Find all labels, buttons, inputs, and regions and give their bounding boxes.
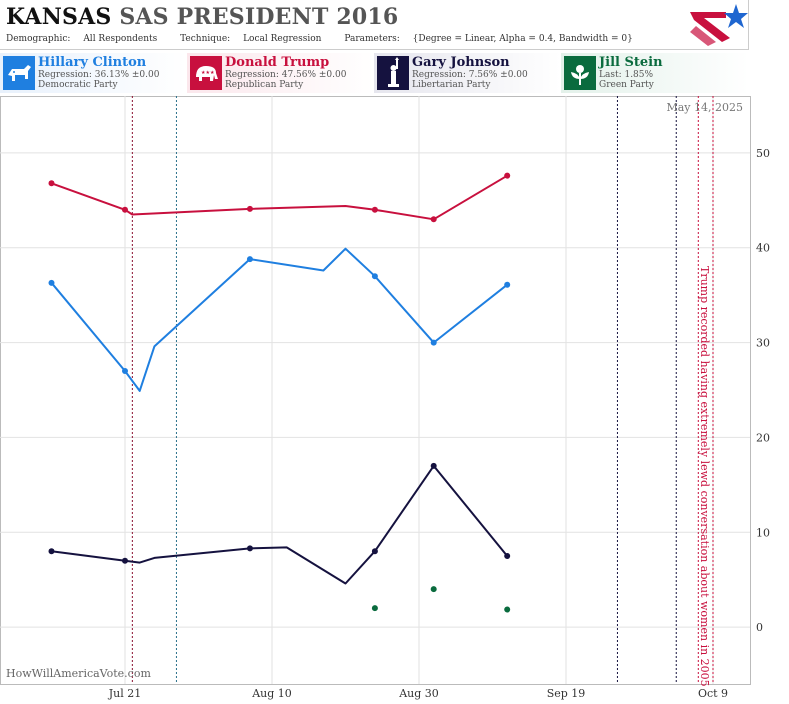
data-point bbox=[504, 552, 511, 559]
demographic: Demographic: All Respondents bbox=[6, 34, 167, 44]
candidate-stat: Regression: 47.56% ±0.00 bbox=[225, 70, 347, 80]
y-tick-label: 0 bbox=[756, 621, 763, 634]
elephant-icon: ★★★ bbox=[190, 56, 222, 90]
data-point bbox=[371, 548, 378, 555]
series-line bbox=[50, 247, 508, 392]
y-tick-label: 20 bbox=[756, 431, 770, 444]
x-tick-label: Sep 19 bbox=[547, 687, 586, 700]
data-point bbox=[504, 606, 511, 613]
technique: Technique: Local Regression bbox=[180, 34, 331, 44]
candidate-name: Hillary Clinton bbox=[38, 55, 147, 70]
candidate-name: Donald Trump bbox=[225, 55, 330, 70]
data-point bbox=[504, 281, 511, 288]
parameters-value: {Degree = Linear, Alpha = 0.4, Bandwidth… bbox=[412, 34, 633, 44]
candidate-name: Gary Johnson bbox=[412, 55, 510, 70]
x-tick-label: Aug 30 bbox=[398, 687, 439, 700]
technique-value: Local Regression bbox=[243, 34, 322, 44]
donkey-icon bbox=[3, 56, 35, 90]
candidate-party: Libertarian Party bbox=[412, 80, 491, 90]
parameters-line: Demographic: All Respondents Technique: … bbox=[6, 34, 653, 44]
candidate-card-johnson[interactable]: Gary Johnson Regression: 7.56% ±0.00 Lib… bbox=[374, 53, 561, 93]
y-tick-label: 30 bbox=[756, 337, 770, 350]
event-annotation: Trump recorded having extremely lewd con… bbox=[698, 266, 711, 687]
data-point bbox=[48, 279, 55, 286]
candidate-party: Republican Party bbox=[225, 80, 304, 90]
parameters: Parameters: {Degree = Linear, Alpha = 0.… bbox=[344, 34, 643, 44]
data-point bbox=[371, 273, 378, 280]
candidate-stat: Last: 1.85% bbox=[599, 70, 654, 80]
data-point bbox=[246, 256, 253, 263]
chart-header: KANSAS SAS PRESIDENT 2016 Demographic: A… bbox=[0, 0, 749, 50]
poll-chart: 0 10 20 30 40 50 Jul 21 Aug 10 Aug 30 Sep 19 Oct 9… bbox=[0, 96, 770, 700]
y-tick-label: 10 bbox=[756, 526, 770, 539]
pollster-name: SAS PRESIDENT 2016 bbox=[119, 4, 399, 30]
svg-text:★★★: ★★★ bbox=[201, 70, 215, 76]
candidate-card-stein[interactable]: Jill Stein Last: 1.85% Green Party bbox=[561, 53, 749, 93]
chart-title: KANSAS SAS PRESIDENT 2016 bbox=[6, 4, 398, 30]
data-point bbox=[122, 557, 128, 564]
data-point bbox=[430, 586, 437, 593]
candidate-party: Green Party bbox=[599, 80, 654, 90]
demographic-label: Demographic: bbox=[6, 34, 71, 44]
data-point bbox=[371, 605, 378, 612]
data-point bbox=[246, 545, 253, 552]
demographic-value: All Respondents bbox=[83, 34, 158, 44]
date-label: May 14, 2025 bbox=[666, 101, 743, 114]
data-point bbox=[48, 548, 55, 555]
data-point bbox=[371, 206, 378, 213]
plot-frame bbox=[0, 96, 751, 685]
x-tick-label: Jul 21 bbox=[108, 687, 142, 700]
data-point bbox=[504, 172, 511, 179]
technique-label: Technique: bbox=[180, 34, 231, 44]
data-point bbox=[430, 462, 437, 469]
leaf-flower-icon bbox=[564, 56, 596, 90]
candidate-party: Democratic Party bbox=[38, 80, 118, 90]
data-point bbox=[430, 216, 437, 223]
candidate-legend: Hillary Clinton Regression: 36.13% ±0.00… bbox=[0, 53, 749, 93]
data-point bbox=[48, 180, 55, 187]
x-tick-label: Oct 9 bbox=[698, 687, 728, 700]
y-tick-label: 40 bbox=[756, 242, 770, 255]
liberty-statue-icon bbox=[377, 56, 409, 90]
series-line bbox=[51, 174, 508, 221]
candidate-card-clinton[interactable]: Hillary Clinton Regression: 36.13% ±0.00… bbox=[0, 53, 187, 93]
candidate-card-trump[interactable]: ★★★ Donald Trump Regression: 47.56% ±0.0… bbox=[187, 53, 374, 93]
data-point bbox=[430, 339, 437, 346]
candidate-stat: Regression: 7.56% ±0.00 bbox=[412, 70, 528, 80]
watermark: HowWillAmericaVote.com bbox=[6, 667, 151, 680]
y-tick-label: 50 bbox=[756, 147, 770, 160]
state-name: KANSAS bbox=[6, 4, 112, 30]
series-line bbox=[51, 464, 508, 585]
data-point bbox=[122, 206, 128, 213]
data-point bbox=[246, 205, 253, 212]
candidate-name: Jill Stein bbox=[599, 55, 663, 70]
site-logo-icon bbox=[690, 4, 748, 46]
candidate-stat: Regression: 36.13% ±0.00 bbox=[38, 70, 160, 80]
data-point bbox=[122, 368, 128, 375]
parameters-label: Parameters: bbox=[344, 34, 400, 44]
x-tick-label: Aug 10 bbox=[251, 687, 292, 700]
